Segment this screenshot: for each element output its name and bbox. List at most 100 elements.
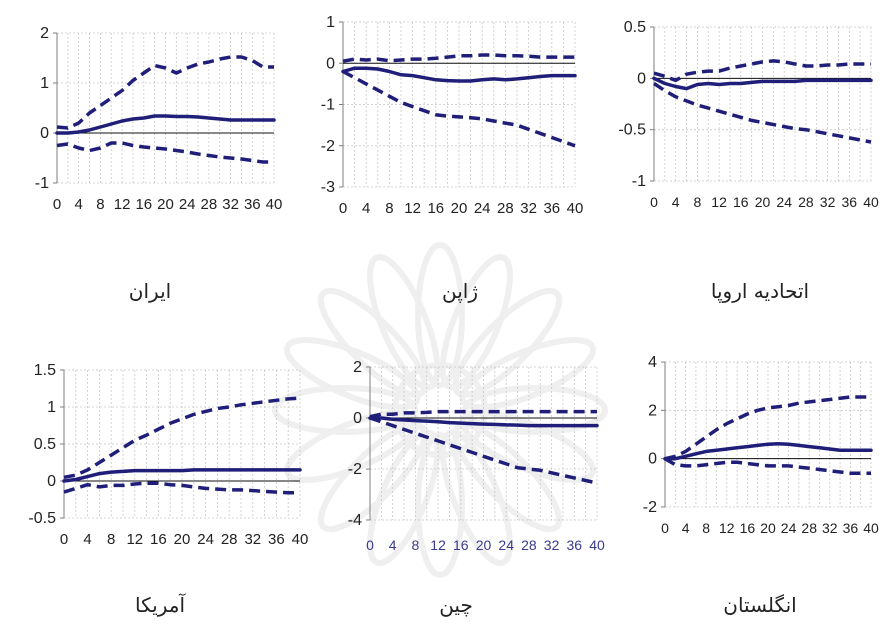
confidence-band-line [56,55,274,130]
rosette-petal [284,337,421,411]
x-tick-label: 36 [843,520,859,536]
y-tick-label: 4 [648,354,657,371]
x-tick-label: 20 [476,537,492,553]
response-line [663,441,873,461]
y-tick-label: 0 [648,451,657,468]
x-tick-label: 8 [412,537,420,553]
y-tick-label: 2 [40,25,49,42]
x-tick-label: 4 [682,520,690,536]
x-tick-label: 24 [781,520,797,536]
x-tick-label: 4 [362,200,370,217]
x-tick-label: 36 [842,194,858,210]
x-tick-label: 0 [53,196,61,213]
y-tick-label: 2 [353,359,362,376]
y-tick-label: 0 [40,125,49,142]
rosette-petal [415,432,465,578]
x-tick-label: 16 [135,196,152,213]
x-tick-label: 32 [222,196,239,213]
y-tick-label: -2 [321,138,335,155]
x-tick-label: 20 [174,531,191,548]
x-tick-label: 28 [221,531,238,548]
response-line [652,76,873,91]
x-tick-label: 0 [661,520,669,536]
response-line [341,66,577,83]
rosette-watermark-icon [272,242,608,578]
y-tick-label: 0 [353,410,362,427]
x-tick-label: 16 [453,537,469,553]
x-tick-label: 24 [498,537,514,553]
x-tick-label: 40 [589,537,605,553]
x-tick-label: 8 [385,200,393,217]
y-tick-label: -2 [643,499,657,516]
x-tick-label: 8 [694,194,702,210]
x-tick-label: 4 [75,196,83,213]
confidence-band-line [664,395,871,461]
chart-title: ژاپن [442,279,478,304]
confidence-band-line [342,69,576,148]
x-tick-label: 8 [702,520,710,536]
x-tick-label: 24 [474,200,491,217]
x-tick-label: 12 [404,200,421,217]
y-tick-label: 0 [47,473,56,490]
y-tick-label: -0.5 [28,510,56,527]
x-tick-label: 32 [244,531,261,548]
confidence-band-line [369,416,598,485]
x-tick-label: 12 [719,520,735,536]
rosette-petal [439,254,513,391]
x-tick-label: 36 [567,537,583,553]
x-tick-label: 40 [292,531,309,548]
x-tick-label: 36 [268,531,285,548]
y-tick-label: 1 [47,399,56,416]
chart-title: چین [439,593,473,617]
confidence-band-line [664,457,871,475]
chart-title: انگلستان [723,593,796,617]
x-tick-label: 28 [521,537,537,553]
rosette-petal [452,287,563,398]
x-tick-label: 12 [711,194,727,210]
y-tick-label: 2 [648,402,657,419]
rosette-petal [317,422,428,533]
x-tick-label: 24 [776,194,792,210]
y-tick-label: 0 [326,55,335,72]
x-tick-label: 16 [740,520,756,536]
rosette-petal [367,429,441,566]
rosette-center [392,362,488,458]
x-tick-label: 32 [820,194,836,210]
rosette-petal [439,429,513,566]
rosette-petal [459,337,596,411]
y-tick-label: 1 [326,14,335,31]
chart-title: ایران [129,279,171,303]
x-tick-label: 32 [822,520,838,536]
x-tick-label: 28 [497,200,514,217]
rosette-petal [452,422,563,533]
x-tick-label: 16 [733,194,749,210]
x-tick-label: 12 [126,531,143,548]
y-tick-label: -3 [321,179,335,196]
y-tick-label: -4 [348,512,362,529]
x-tick-label: 28 [798,194,814,210]
x-tick-label: 0 [339,200,347,217]
x-tick-label: 4 [83,531,91,548]
confidence-band-line [63,396,301,480]
x-tick-label: 40 [863,520,879,536]
x-tick-label: 12 [114,196,131,213]
x-tick-label: 36 [244,196,261,213]
rosette-petal [272,385,418,435]
x-tick-label: 24 [179,196,196,213]
x-tick-label: 20 [157,196,174,213]
y-tick-label: 1.5 [34,362,56,379]
x-tick-label: 16 [150,531,167,548]
y-tick-label: -1 [321,97,335,114]
x-tick-label: 20 [755,194,771,210]
x-tick-label: 0 [650,194,658,210]
y-tick-label: -1 [632,173,646,190]
x-tick-label: 16 [427,200,444,217]
rosette-petal [415,242,465,388]
confidence-band-line [63,481,300,495]
x-tick-label: 12 [430,537,446,553]
x-tick-label: 36 [543,200,560,217]
